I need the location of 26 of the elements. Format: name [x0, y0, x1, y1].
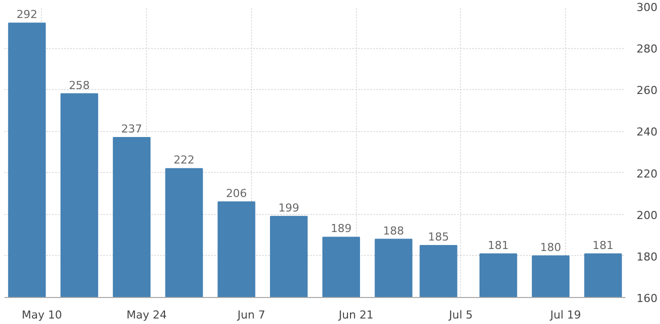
data-label: 181 [592, 238, 614, 252]
y-tick-label: 300 [636, 1, 658, 14]
y-tick-label: 180 [636, 250, 658, 264]
y-tick-label: 200 [636, 208, 658, 222]
x-tick-label: May 10 [22, 308, 62, 322]
y-tick-label: 160 [636, 292, 658, 305]
x-tick-label: Jun 21 [338, 308, 374, 322]
x-tick-label: Jun 7 [236, 308, 266, 322]
data-label: 237 [121, 122, 142, 136]
data-label: 206 [226, 186, 247, 200]
data-label: 180 [540, 240, 562, 254]
data-label: 222 [174, 154, 195, 167]
x-tick-label: Jul 19 [549, 308, 582, 322]
data-label: 292 [16, 8, 38, 22]
x-tick-label: Jul 5 [448, 308, 473, 322]
data-label: 258 [68, 78, 90, 92]
y-tick-label: 220 [636, 167, 658, 180]
data-label: 189 [330, 222, 352, 236]
x-tick-label: May 24 [126, 308, 167, 322]
data-label: 188 [383, 224, 404, 238]
y-tick-label: 280 [636, 42, 658, 56]
data-label: 199 [278, 201, 300, 214]
data-label: 181 [488, 238, 509, 252]
data-label: 185 [428, 230, 449, 244]
y-tick-label: 240 [636, 126, 658, 139]
y-tick-label: 260 [636, 84, 658, 98]
